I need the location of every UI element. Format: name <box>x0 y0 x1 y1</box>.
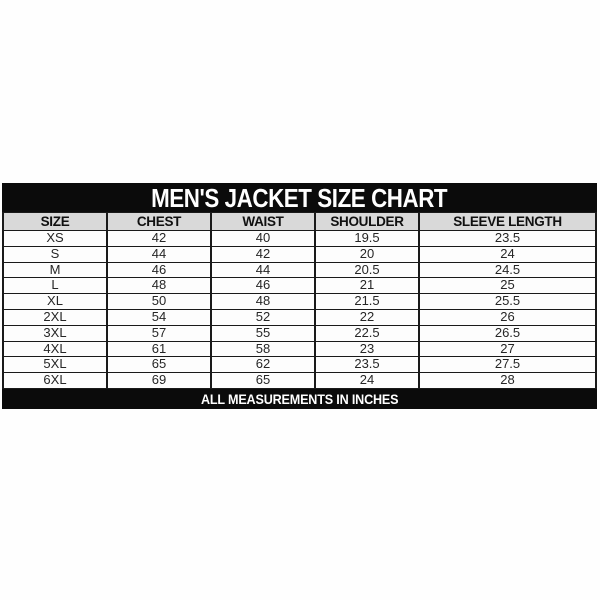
chart-title: MEN'S JACKET SIZE CHART <box>151 183 448 212</box>
size-cell: 5XL <box>2 356 108 374</box>
measurement-cell: 28 <box>418 372 597 389</box>
table-body: XS 42 40 19.5 23.5 S 44 42 20 24 M 46 44 20.5 24.5 L 48 4… <box>2 230 597 389</box>
measurement-cell: 23.5 <box>418 230 597 247</box>
table-row: S 44 42 20 24 <box>2 245 597 263</box>
table-row: XL 50 48 21.5 25.5 <box>2 293 597 310</box>
size-cell: 4XL <box>2 340 108 358</box>
measurement-cell: 40 <box>210 230 316 247</box>
table-header-row: SIZE CHEST WAIST SHOULDER SLEEVE LENGTH <box>2 212 597 231</box>
measurement-cell: 62 <box>210 356 316 374</box>
measurements-note-banner: ALL MEASUREMENTS IN INCHES <box>2 388 597 409</box>
measurement-cell: 58 <box>210 340 316 358</box>
size-cell: S <box>2 245 108 263</box>
table-row: 3XL 57 55 22.5 26.5 <box>2 324 597 342</box>
measurement-cell: 21.5 <box>314 293 420 310</box>
measurement-cell: 24 <box>418 245 597 263</box>
measurement-cell: 65 <box>210 372 316 389</box>
measurement-cell: 23.5 <box>314 356 420 374</box>
size-cell: M <box>2 261 108 279</box>
measurement-cell: 55 <box>210 324 316 342</box>
size-cell: XS <box>2 230 108 247</box>
size-cell: XL <box>2 293 108 310</box>
table-row: L 48 46 21 25 <box>2 277 597 295</box>
measurement-cell: 46 <box>210 277 316 295</box>
column-header-size: SIZE <box>2 212 108 231</box>
size-cell: 2XL <box>2 308 108 326</box>
measurement-cell: 48 <box>106 277 212 295</box>
measurement-cell: 26.5 <box>418 324 597 342</box>
measurement-cell: 42 <box>106 230 212 247</box>
chart-title-banner: MEN'S JACKET SIZE CHART <box>2 183 597 212</box>
measurement-cell: 23 <box>314 340 420 358</box>
measurement-cell: 50 <box>106 293 212 310</box>
measurement-cell: 61 <box>106 340 212 358</box>
size-table: SIZE CHEST WAIST SHOULDER SLEEVE LENGTH … <box>2 212 597 389</box>
table-row: M 46 44 20.5 24.5 <box>2 261 597 279</box>
measurement-cell: 24 <box>314 372 420 389</box>
size-cell: L <box>2 277 108 295</box>
measurement-cell: 44 <box>210 261 316 279</box>
measurement-cell: 19.5 <box>314 230 420 247</box>
size-cell: 3XL <box>2 324 108 342</box>
measurement-cell: 48 <box>210 293 316 310</box>
measurements-note: ALL MEASUREMENTS IN INCHES <box>200 390 399 407</box>
measurement-cell: 27 <box>418 340 597 358</box>
table-row: 5XL 65 62 23.5 27.5 <box>2 356 597 374</box>
measurement-cell: 25 <box>418 277 597 295</box>
table-row: 2XL 54 52 22 26 <box>2 308 597 326</box>
measurement-cell: 22.5 <box>314 324 420 342</box>
measurement-cell: 20 <box>314 245 420 263</box>
measurement-cell: 65 <box>106 356 212 374</box>
size-cell: 6XL <box>2 372 108 389</box>
table-row: 6XL 69 65 24 28 <box>2 372 597 389</box>
measurement-cell: 69 <box>106 372 212 389</box>
measurement-cell: 25.5 <box>418 293 597 310</box>
measurement-cell: 54 <box>106 308 212 326</box>
table-row: XS 42 40 19.5 23.5 <box>2 230 597 247</box>
measurement-cell: 57 <box>106 324 212 342</box>
size-chart-block: MEN'S JACKET SIZE CHART SIZE CHEST WAIST… <box>2 183 597 409</box>
measurement-cell: 22 <box>314 308 420 326</box>
measurement-cell: 27.5 <box>418 356 597 374</box>
measurement-cell: 46 <box>106 261 212 279</box>
column-header-sleeve-length: SLEEVE LENGTH <box>418 212 597 231</box>
table-row: 4XL 61 58 23 27 <box>2 340 597 358</box>
measurement-cell: 42 <box>210 245 316 263</box>
measurement-cell: 21 <box>314 277 420 295</box>
measurement-cell: 52 <box>210 308 316 326</box>
measurement-cell: 26 <box>418 308 597 326</box>
measurement-cell: 44 <box>106 245 212 263</box>
column-header-shoulder: SHOULDER <box>314 212 420 231</box>
column-header-chest: CHEST <box>106 212 212 231</box>
measurement-cell: 24.5 <box>418 261 597 279</box>
measurement-cell: 20.5 <box>314 261 420 279</box>
column-header-waist: WAIST <box>210 212 316 231</box>
